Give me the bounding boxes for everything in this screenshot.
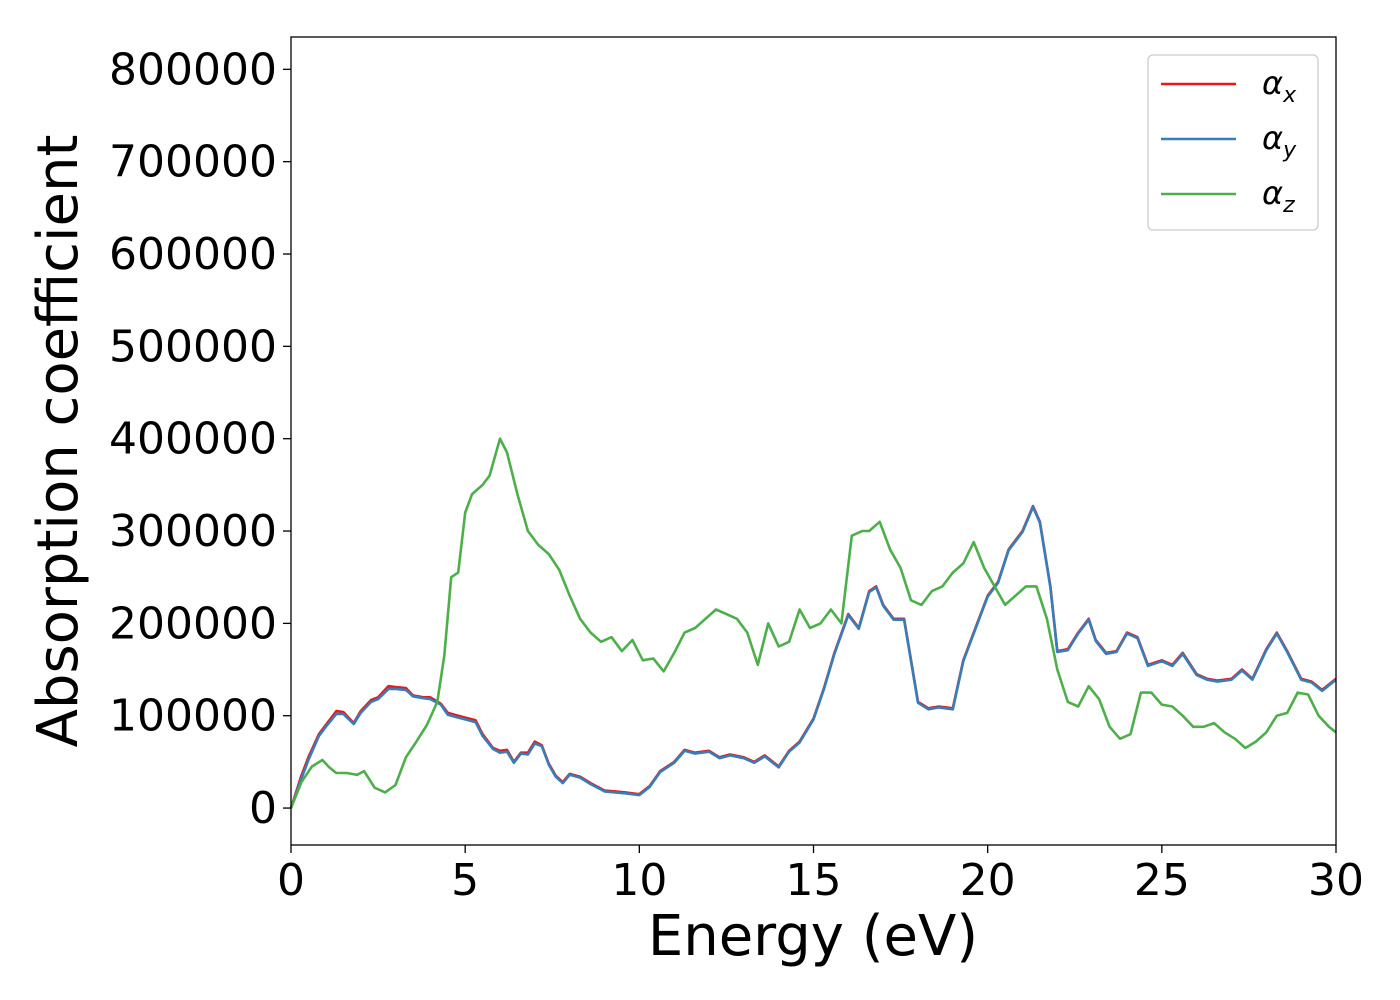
x-ticks: 0 5 10 15 20 25 30 <box>277 845 1364 906</box>
x-tick-label: 10 <box>611 855 667 906</box>
y-tick-label: 500000 <box>109 321 277 372</box>
legend-box <box>1147 54 1319 231</box>
series-lines <box>289 437 1337 809</box>
x-tick-label: 0 <box>277 855 305 906</box>
x-tick-label: 15 <box>786 855 842 906</box>
x-tick-label: 20 <box>960 855 1016 906</box>
x-axis-label: Energy (eV) <box>648 904 978 969</box>
legend: αx αy αz <box>1147 54 1319 231</box>
y-tick-label: 700000 <box>109 137 277 188</box>
series-line-z <box>289 437 1337 809</box>
y-tick-label: 300000 <box>109 506 277 557</box>
legend-label-y: αy <box>1262 119 1297 163</box>
y-tick-label: 200000 <box>109 598 277 649</box>
x-tick-label: 5 <box>451 855 479 906</box>
x-tick-label: 25 <box>1134 855 1190 906</box>
y-axis-label: Absorption coefficient <box>26 135 91 748</box>
y-tick-label: 800000 <box>109 44 277 95</box>
x-tick-label: 30 <box>1308 855 1364 906</box>
y-ticks: 0 100000 200000 300000 400000 500000 600000 700… <box>109 44 291 834</box>
legend-label-x: αx <box>1262 64 1297 108</box>
y-tick-label: 0 <box>249 783 277 834</box>
y-tick-label: 100000 <box>109 691 277 742</box>
y-tick-label: 400000 <box>109 414 277 465</box>
y-tick-label: 600000 <box>109 229 277 280</box>
series-line-y <box>289 505 1337 809</box>
legend-label-z: αz <box>1262 174 1295 218</box>
